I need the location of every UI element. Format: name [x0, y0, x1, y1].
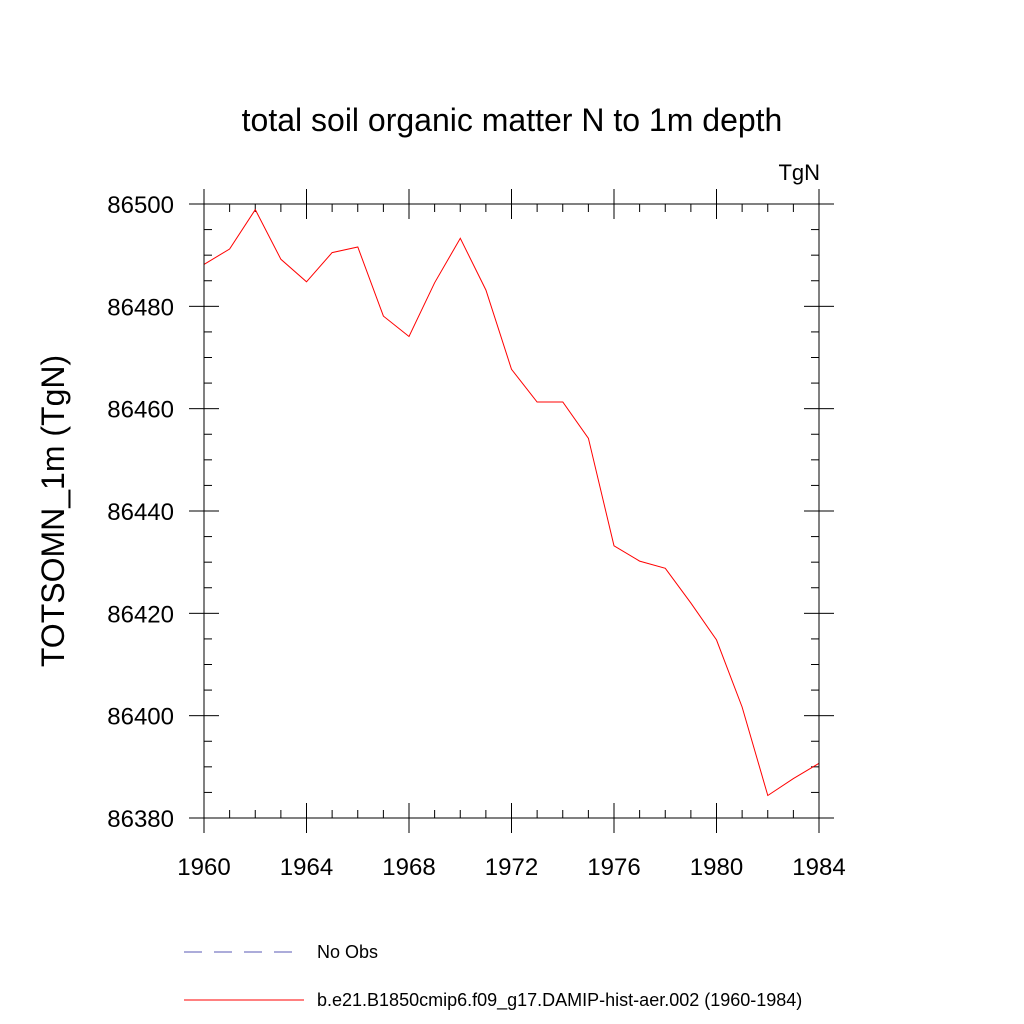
- units-label: TgN: [778, 160, 820, 185]
- y-tick-label: 86400: [107, 704, 174, 731]
- series-line-1: [203, 208, 820, 797]
- y-axis-label: TOTSOMN_1m (TgN): [35, 355, 71, 667]
- x-tick-label: 1980: [690, 854, 743, 881]
- y-tick-label: 86500: [107, 192, 174, 219]
- y-tick-label: 86420: [107, 601, 174, 628]
- x-tick-label: 1984: [792, 854, 845, 881]
- tick-labels: 1960 1964 1968 1972 1976 1980 1984 86380 86400 86…: [107, 192, 845, 881]
- axis-ticks: [189, 189, 834, 833]
- y-tick-label: 86460: [107, 397, 174, 424]
- x-tick-label: 1976: [587, 854, 640, 881]
- legend: No Obs b.e21.B1850cmip6.f09_g17.DAMIP-hi…: [184, 942, 802, 1011]
- x-tick-label: 1968: [382, 854, 435, 881]
- y-tick-label: 86480: [107, 294, 174, 321]
- x-tick-label: 1964: [280, 854, 333, 881]
- chart-title: total soil organic matter N to 1m depth: [242, 102, 783, 138]
- y-tick-label: 86440: [107, 499, 174, 526]
- legend-label-model: b.e21.B1850cmip6.f09_g17.DAMIP-hist-aer.…: [317, 990, 802, 1011]
- legend-label-no-obs: No Obs: [317, 942, 378, 962]
- x-tick-label: 1972: [485, 854, 538, 881]
- x-tick-label: 1960: [177, 854, 230, 881]
- y-tick-label: 86380: [107, 806, 174, 833]
- plot-frame: [203, 203, 820, 819]
- series-lines: [203, 208, 820, 797]
